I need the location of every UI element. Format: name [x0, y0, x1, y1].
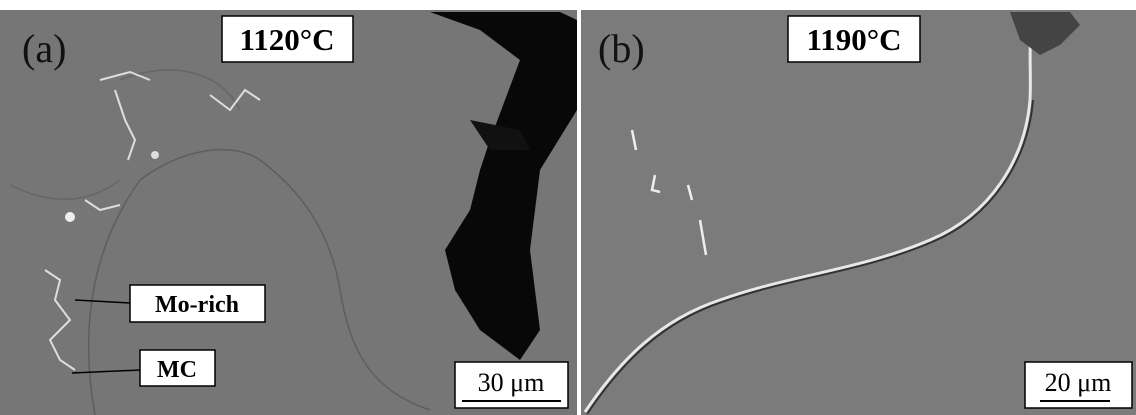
page: (a) 1120°C Mo-rich MC 30 μm (b) 1190°C 2… — [0, 0, 1136, 415]
scale-bar-label: 20 μm — [1045, 368, 1112, 397]
scale-bar-label: 30 μm — [478, 368, 545, 397]
panel-a-image — [0, 10, 577, 415]
figure: (a) 1120°C Mo-rich MC 30 μm (b) 1190°C 2… — [0, 0, 1136, 415]
temperature-label: 1190°C — [806, 22, 901, 57]
panel-b-image — [581, 10, 1136, 415]
temperature-label: 1120°C — [239, 22, 334, 57]
panel-label: (b) — [598, 26, 645, 71]
panel-label: (a) — [22, 26, 66, 71]
annotation: MC — [157, 357, 197, 383]
annotation: Mo-rich — [155, 292, 239, 318]
